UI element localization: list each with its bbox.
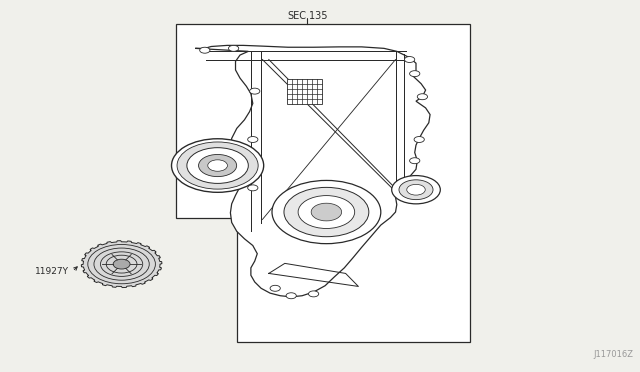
Polygon shape xyxy=(195,45,430,297)
Circle shape xyxy=(270,285,280,291)
Circle shape xyxy=(113,259,130,269)
Circle shape xyxy=(410,158,420,164)
Circle shape xyxy=(172,139,264,192)
Circle shape xyxy=(311,203,342,221)
Circle shape xyxy=(200,47,210,53)
Circle shape xyxy=(407,185,425,195)
Circle shape xyxy=(417,94,428,100)
Circle shape xyxy=(414,137,424,142)
Circle shape xyxy=(298,196,355,228)
Text: SEC.135: SEC.135 xyxy=(287,11,328,21)
Circle shape xyxy=(228,45,239,51)
Circle shape xyxy=(404,57,415,62)
Circle shape xyxy=(248,185,258,191)
Circle shape xyxy=(177,142,258,189)
Circle shape xyxy=(284,187,369,237)
Circle shape xyxy=(248,137,258,142)
Circle shape xyxy=(399,180,433,200)
Circle shape xyxy=(272,180,381,244)
Circle shape xyxy=(208,160,227,171)
Circle shape xyxy=(187,148,248,183)
Circle shape xyxy=(410,71,420,77)
Circle shape xyxy=(198,154,237,177)
Bar xyxy=(287,79,322,104)
Polygon shape xyxy=(81,241,162,288)
Polygon shape xyxy=(176,24,470,342)
Text: J117016Z: J117016Z xyxy=(594,350,634,359)
Text: 11927Y: 11927Y xyxy=(35,267,69,276)
Circle shape xyxy=(286,293,296,299)
Circle shape xyxy=(250,88,260,94)
Circle shape xyxy=(392,176,440,204)
Circle shape xyxy=(308,291,319,297)
